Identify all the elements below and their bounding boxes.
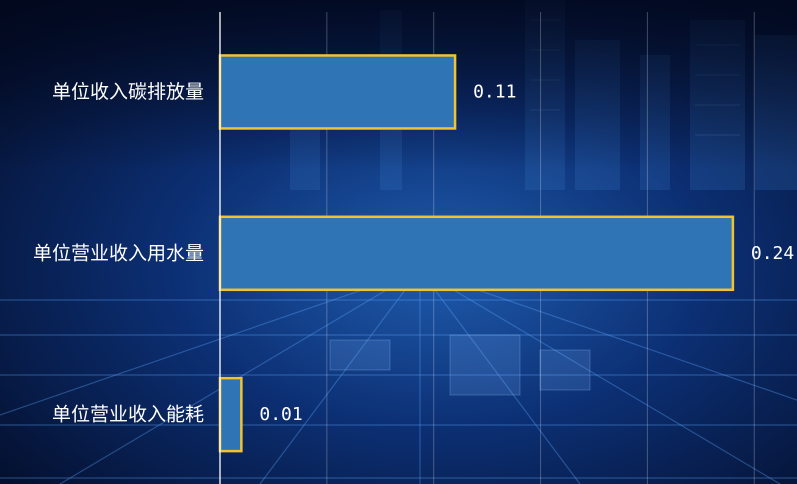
category-label: 单位营业收入用水量 — [33, 242, 204, 264]
bars — [218, 54, 735, 453]
data-label: 0.01 — [259, 404, 302, 425]
value-labels: 0.11 0.24 0.01 — [259, 81, 794, 425]
data-label: 0.24 — [751, 243, 794, 264]
bar-3 — [218, 376, 243, 453]
category-label: 单位收入碳排放量 — [52, 81, 204, 103]
data-label: 0.11 — [473, 81, 516, 102]
bar-1 — [218, 54, 457, 130]
bar-2 — [218, 215, 735, 292]
category-label: 单位营业收入能耗 — [52, 404, 204, 426]
